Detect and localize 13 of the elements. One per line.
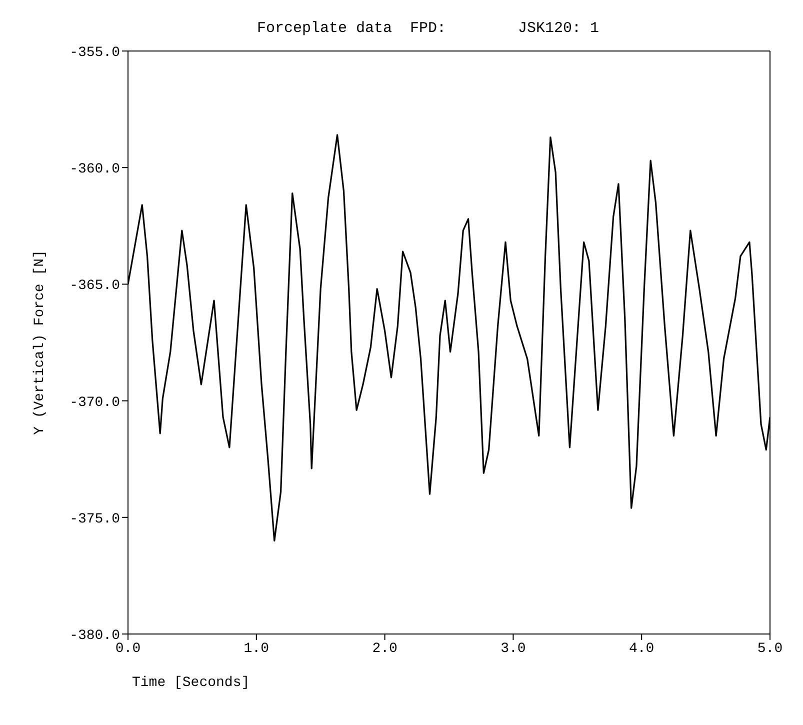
x-tick-label: 2.0 <box>372 640 398 657</box>
y-tick-label: -365.0 <box>70 278 120 294</box>
y-tick-label: -360.0 <box>70 162 120 178</box>
x-tick-label: 5.0 <box>757 640 783 657</box>
x-tick-label: 1.0 <box>244 640 270 657</box>
x-tick-label: 3.0 <box>500 640 526 657</box>
y-tick-label: -375.0 <box>70 511 120 528</box>
x-axis-title: Time [Seconds] <box>132 675 250 691</box>
y-tick-label: -355.0 <box>70 44 120 61</box>
chart-title: Forceplate data FPD: JSK120: 1 <box>256 20 600 37</box>
x-tick-label: 4.0 <box>628 640 654 657</box>
y-tick-label: -370.0 <box>70 394 120 411</box>
y-axis-title: Y (Vertical) Force [N] <box>32 250 48 435</box>
